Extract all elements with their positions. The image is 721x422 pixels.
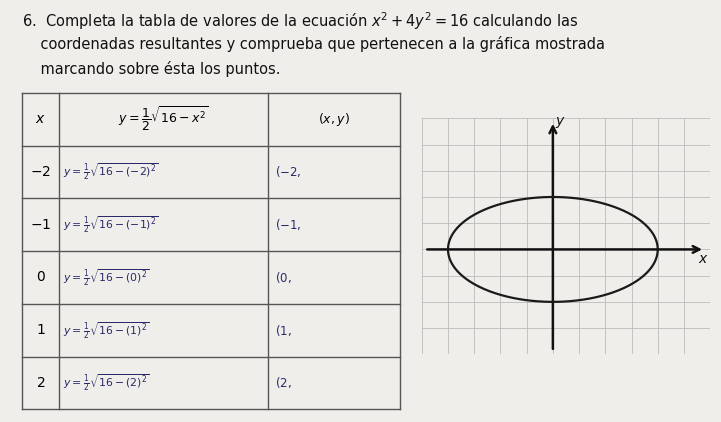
- Text: $1$: $1$: [36, 323, 45, 337]
- Text: $-2$: $-2$: [30, 165, 51, 179]
- Text: $y=\frac{1}{2}\sqrt{16-(0)^2}$: $y=\frac{1}{2}\sqrt{16-(0)^2}$: [63, 267, 150, 288]
- Text: $0$: $0$: [35, 271, 45, 284]
- Text: 6.  Completa la tabla de valores de la ecuación $x^2 + 4y^2 = 16$ calculando las: 6. Completa la tabla de valores de la ec…: [22, 11, 578, 32]
- Text: $(-1,$: $(-1,$: [275, 217, 302, 232]
- Text: marcando sobre ésta los puntos.: marcando sobre ésta los puntos.: [22, 61, 280, 77]
- Text: coordenadas resultantes y comprueba que pertenecen a la gráfica mostrada: coordenadas resultantes y comprueba que …: [22, 36, 605, 52]
- Text: $(2,$: $(2,$: [275, 376, 292, 390]
- Text: $(-2,$: $(-2,$: [275, 165, 302, 179]
- Text: $y = \dfrac{1}{2}\sqrt{16 - x^2}$: $y = \dfrac{1}{2}\sqrt{16 - x^2}$: [118, 105, 209, 133]
- Text: $-1$: $-1$: [30, 218, 51, 232]
- Text: $(x, y)$: $(x, y)$: [318, 111, 350, 128]
- Text: $y=\frac{1}{2}\sqrt{16-(2)^2}$: $y=\frac{1}{2}\sqrt{16-(2)^2}$: [63, 373, 150, 393]
- Text: $(0,$: $(0,$: [275, 270, 292, 285]
- Text: $y=\frac{1}{2}\sqrt{16-(1)^2}$: $y=\frac{1}{2}\sqrt{16-(1)^2}$: [63, 320, 150, 341]
- Text: $y=\frac{1}{2}\sqrt{16-(-1)^2}$: $y=\frac{1}{2}\sqrt{16-(-1)^2}$: [63, 214, 159, 235]
- Text: $2$: $2$: [36, 376, 45, 390]
- Text: $x$: $x$: [35, 112, 46, 126]
- Text: $y=\frac{1}{2}\sqrt{16-(-2)^2}$: $y=\frac{1}{2}\sqrt{16-(-2)^2}$: [63, 162, 159, 182]
- Text: $y$: $y$: [555, 115, 566, 130]
- Text: $x$: $x$: [698, 252, 709, 265]
- Text: $(1,$: $(1,$: [275, 323, 292, 338]
